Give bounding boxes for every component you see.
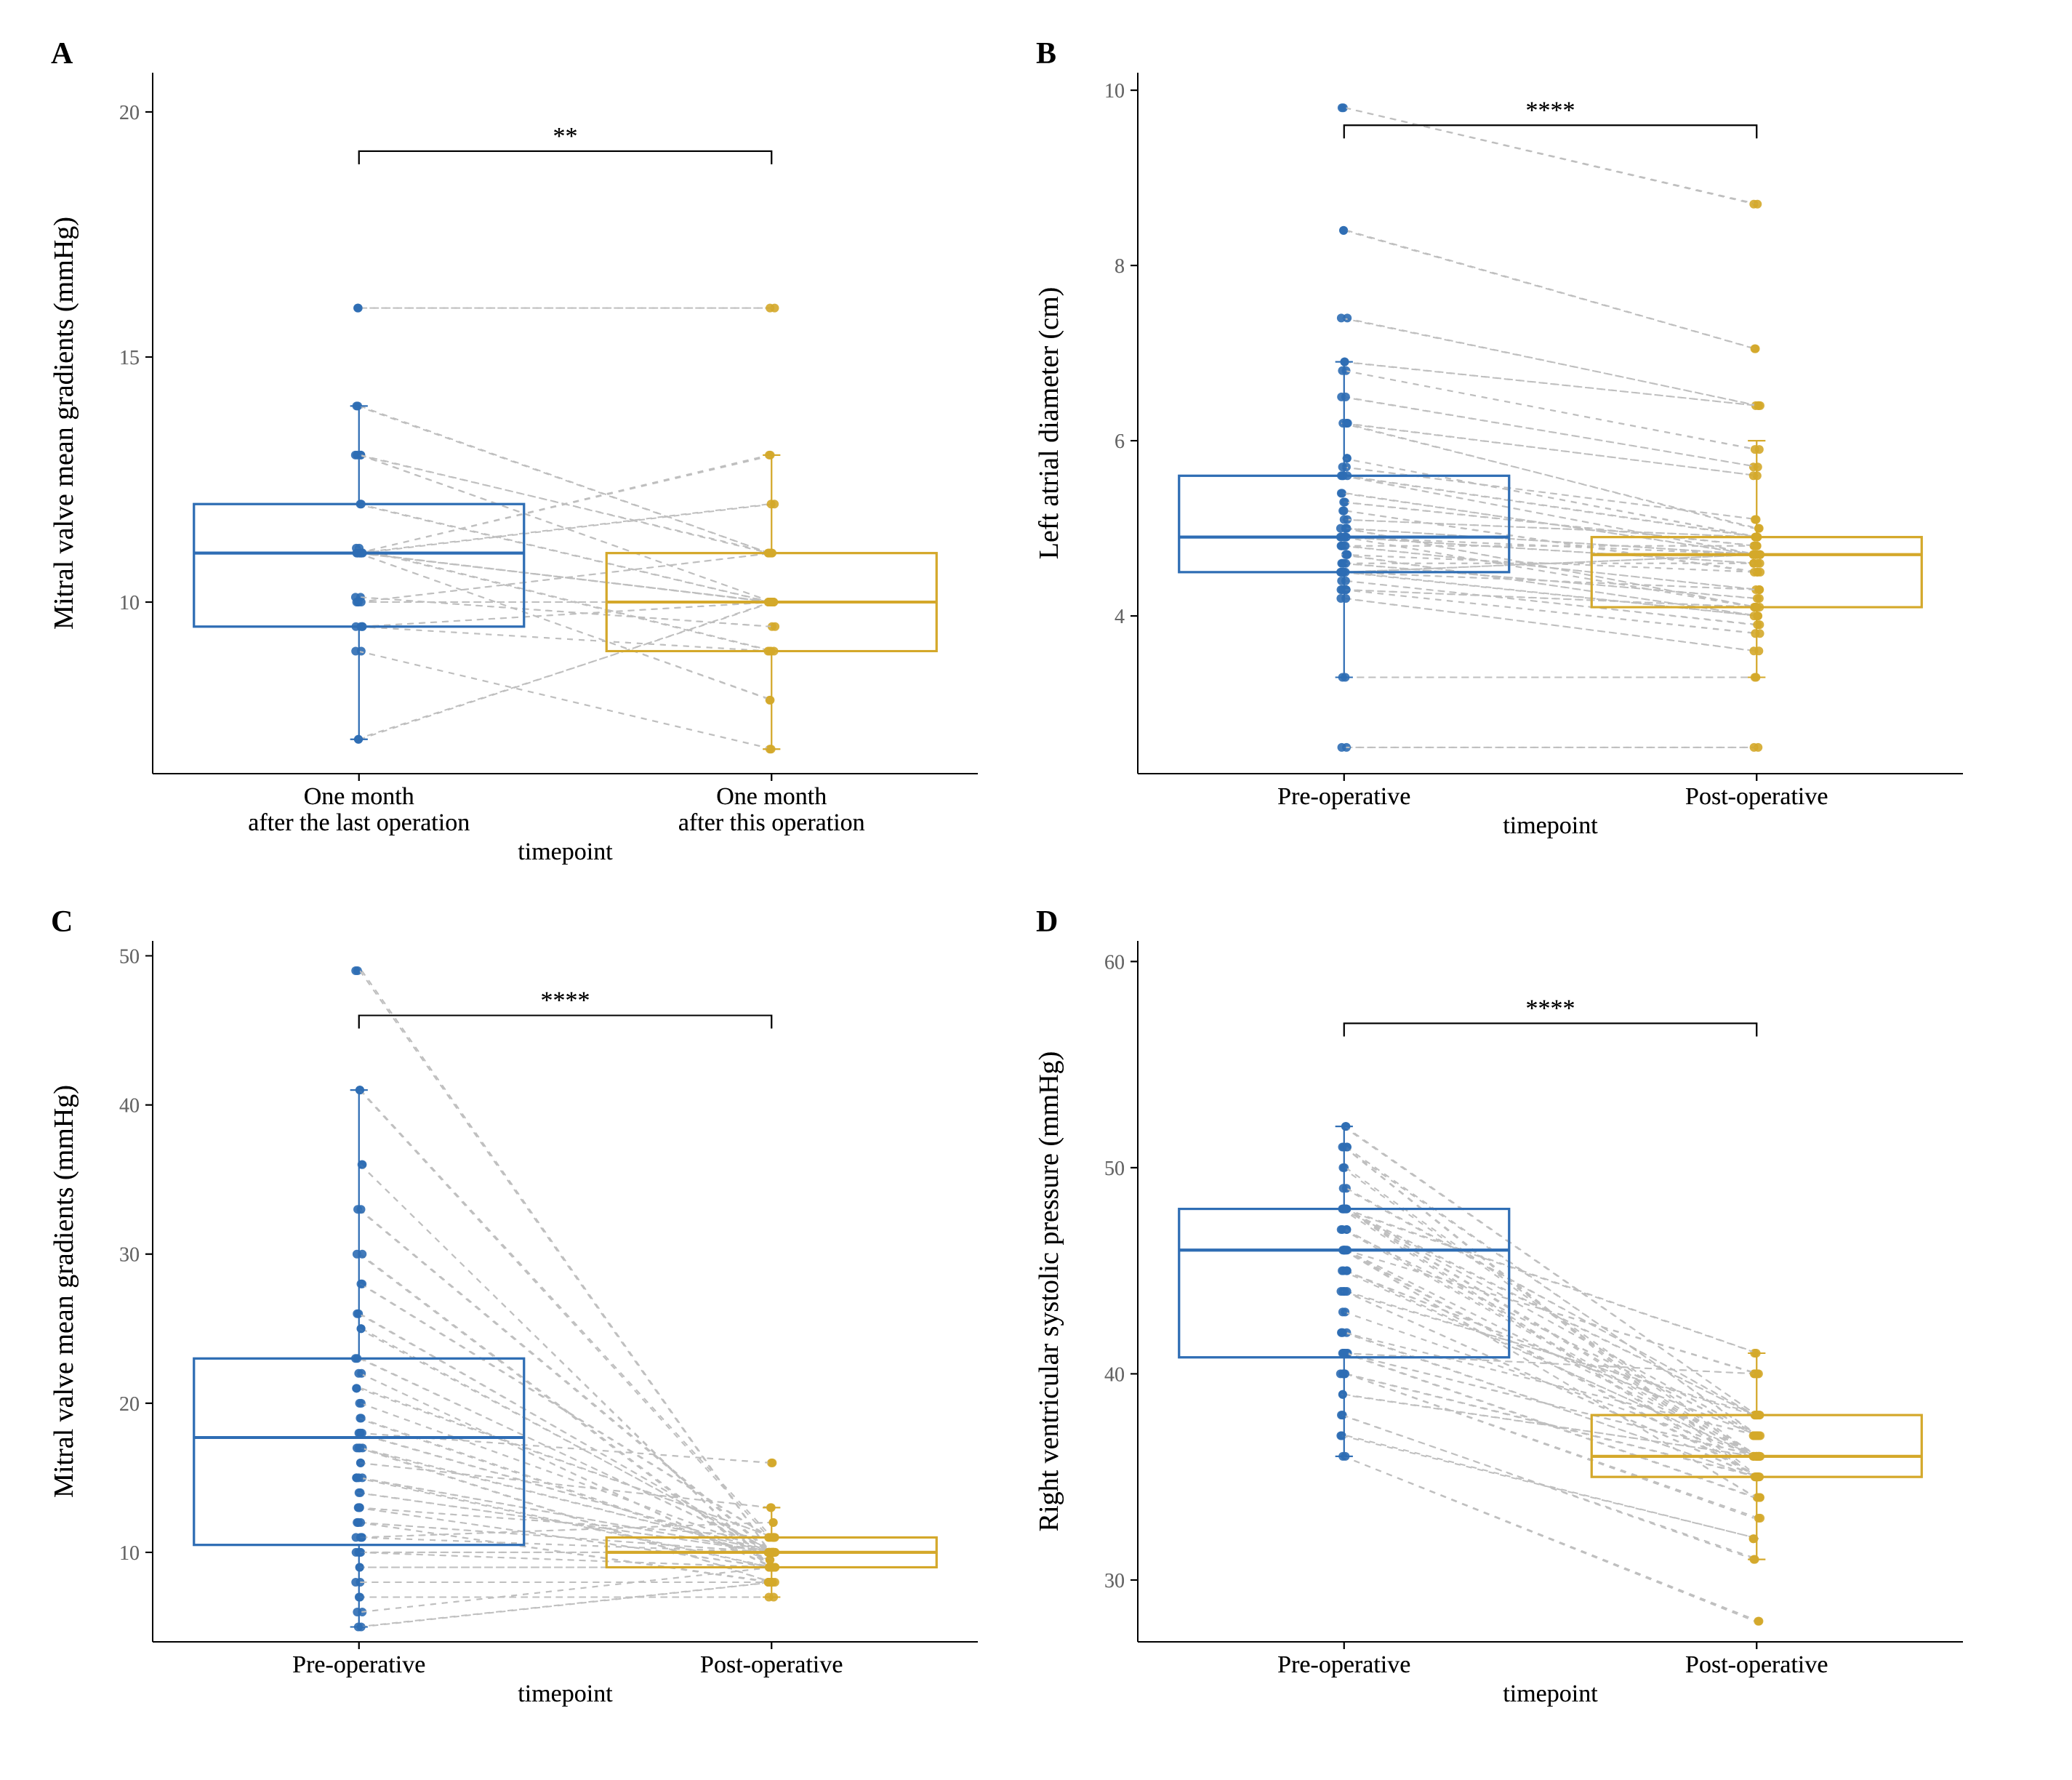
- svg-text:20: 20: [119, 102, 140, 124]
- svg-text:Mitral valve mean gradients (m: Mitral valve mean gradients (mmHg): [49, 1085, 79, 1498]
- svg-text:Pre-operative: Pre-operative: [1277, 1651, 1410, 1678]
- svg-text:after the last operation: after the last operation: [248, 809, 470, 836]
- panel-B: B 4 6 8 10 Left atrial diameter (cm) **** Pre-…: [1014, 29, 1985, 883]
- panel-D: D 30 40 50 60 Right ventricular systolic pre…: [1014, 897, 1985, 1751]
- svg-text:timepoint: timepoint: [1503, 1680, 1598, 1707]
- svg-text:after this operation: after this operation: [678, 809, 865, 836]
- panel-label-C: C: [51, 905, 73, 939]
- plot-D: 30 40 50 60 Right ventricular systolic press…: [1014, 897, 1985, 1751]
- svg-text:30: 30: [1104, 1570, 1125, 1592]
- svg-text:One month: One month: [304, 783, 414, 810]
- svg-text:Mitral valve mean gradients (m: Mitral valve mean gradients (mmHg): [49, 217, 79, 630]
- panel-label-D: D: [1036, 905, 1058, 939]
- plot-B: 4 6 8 10 Left atrial diameter (cm) **** Pre-op…: [1014, 29, 1985, 883]
- svg-text:Left atrial diameter (cm): Left atrial diameter (cm): [1034, 287, 1064, 560]
- svg-text:40: 40: [1104, 1363, 1125, 1386]
- svg-text:Post-operative: Post-operative: [1685, 1651, 1828, 1678]
- svg-text:Pre-operative: Pre-operative: [292, 1651, 425, 1678]
- svg-text:One month: One month: [716, 783, 827, 810]
- plot-C: 10 20 30 40 50 Mitral valve mean gradients (m…: [29, 897, 1000, 1751]
- svg-text:10: 10: [119, 1542, 140, 1565]
- svg-text:Post-operative: Post-operative: [700, 1651, 843, 1678]
- svg-text:****: ****: [1526, 995, 1575, 1022]
- svg-text:timepoint: timepoint: [518, 1680, 613, 1707]
- svg-text:20: 20: [119, 1393, 140, 1416]
- svg-text:40: 40: [119, 1095, 140, 1118]
- svg-text:timepoint: timepoint: [518, 838, 613, 865]
- svg-text:****: ****: [541, 987, 590, 1014]
- svg-text:10: 10: [119, 592, 140, 614]
- figure-grid: A 10 15 20 Mitral valve mean gradients (mmH…: [0, 0, 2072, 1780]
- svg-text:15: 15: [119, 347, 140, 369]
- svg-text:50: 50: [119, 946, 140, 969]
- svg-text:Post-operative: Post-operative: [1685, 783, 1828, 810]
- svg-text:8: 8: [1115, 255, 1125, 278]
- svg-text:10: 10: [1104, 80, 1125, 103]
- svg-text:6: 6: [1115, 430, 1125, 453]
- panel-label-B: B: [1036, 36, 1056, 71]
- plot-A: 10 15 20 Mitral valve mean gradients (mmHg)…: [29, 29, 1000, 883]
- svg-text:50: 50: [1104, 1158, 1125, 1180]
- panel-A: A 10 15 20 Mitral valve mean gradients (mmH…: [29, 29, 1000, 883]
- svg-text:timepoint: timepoint: [1503, 812, 1598, 839]
- svg-text:4: 4: [1115, 606, 1125, 628]
- svg-text:**: **: [553, 123, 578, 150]
- panel-label-A: A: [51, 36, 73, 71]
- svg-text:Right ventricular systolic pre: Right ventricular systolic pressure (mmH…: [1034, 1051, 1064, 1532]
- svg-text:****: ****: [1526, 97, 1575, 124]
- svg-text:30: 30: [119, 1244, 140, 1267]
- panel-C: C 10 20 30 40 50 Mitral valve mean gradients …: [29, 897, 1000, 1751]
- svg-text:Pre-operative: Pre-operative: [1277, 783, 1410, 810]
- svg-text:60: 60: [1104, 951, 1125, 974]
